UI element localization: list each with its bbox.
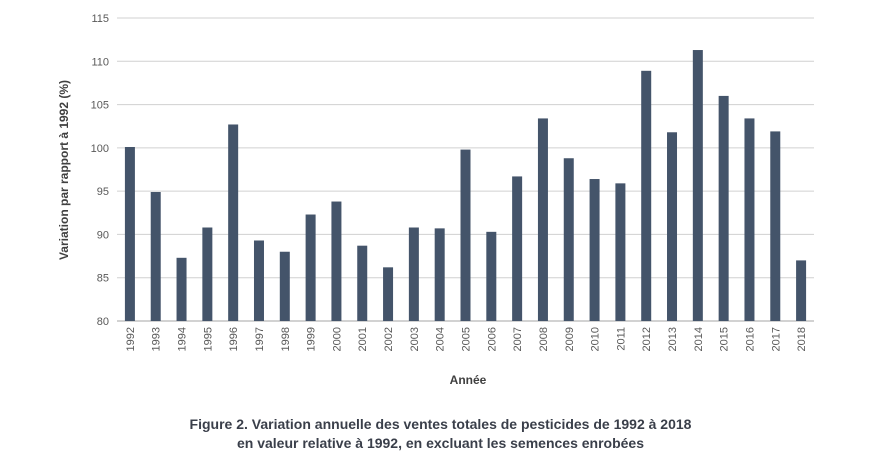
bar-2006 xyxy=(486,231,497,321)
x-tick-label: 1996 xyxy=(228,327,240,351)
x-tick-label: 2015 xyxy=(719,327,731,351)
figure-caption-line-1: Figure 2. Variation annuelle des ventes … xyxy=(189,416,692,432)
x-tick-label: 2011 xyxy=(615,327,627,351)
bar-1993 xyxy=(150,192,161,321)
bar-2002 xyxy=(383,267,394,321)
x-tick-label: 2001 xyxy=(357,327,369,351)
y-tick-label: 100 xyxy=(91,143,109,155)
bar-1997 xyxy=(253,240,264,321)
x-tick-label: 1992 xyxy=(125,327,137,351)
bar-2015 xyxy=(718,95,729,322)
x-tick-label: 2005 xyxy=(461,327,473,351)
x-tick-label: 1995 xyxy=(202,327,214,351)
bar-2007 xyxy=(512,176,523,321)
x-tick-label: 2007 xyxy=(512,327,524,351)
y-tick-label: 80 xyxy=(97,316,109,328)
x-tick-label: 2003 xyxy=(409,327,421,351)
x-tick-label: 2018 xyxy=(796,327,808,351)
x-axis-title: Année xyxy=(450,373,487,387)
bar-1999 xyxy=(305,214,316,321)
x-tick-label: 1997 xyxy=(254,327,266,351)
bar-2012 xyxy=(641,70,652,322)
x-tick-label: 1993 xyxy=(151,327,163,351)
bar-2004 xyxy=(434,228,445,321)
bar-1995 xyxy=(202,227,213,321)
x-tick-label: 2002 xyxy=(383,327,395,351)
bar-2014 xyxy=(692,50,703,321)
x-tick-label: 2008 xyxy=(538,327,550,351)
bar-1994 xyxy=(176,257,187,321)
figure-caption-line-2: en valeur relative à 1992, en excluant l… xyxy=(236,435,644,451)
x-tick-label: 2009 xyxy=(564,327,576,351)
x-tick-label: 2014 xyxy=(693,327,705,351)
x-tick-label: 2010 xyxy=(590,327,602,351)
x-tick-label: 2017 xyxy=(770,327,782,351)
x-tick-label: 2012 xyxy=(641,327,653,351)
y-tick-label: 115 xyxy=(91,13,109,25)
y-tick-label: 110 xyxy=(91,56,109,68)
bar-2008 xyxy=(537,118,548,322)
x-tick-label: 1998 xyxy=(280,327,292,351)
bar-2005 xyxy=(460,149,471,321)
bars xyxy=(124,50,807,322)
bar-2010 xyxy=(589,179,600,321)
bar-1992 xyxy=(124,146,135,321)
y-tick-label: 95 xyxy=(97,186,109,198)
x-tick-label: 2016 xyxy=(744,327,756,351)
y-tick-labels: 80 85 90 95 100 105 110 115 xyxy=(91,13,109,328)
y-axis-title: Variation par rapport à 1992 (%) xyxy=(57,80,71,260)
bar-2017 xyxy=(770,131,781,321)
x-tick-label: 1999 xyxy=(306,327,318,351)
bar-2018 xyxy=(796,260,807,321)
bar-2003 xyxy=(408,227,419,321)
bar-2001 xyxy=(357,245,368,321)
y-tick-label: 105 xyxy=(91,100,109,112)
bar-1996 xyxy=(228,124,239,322)
bar-1998 xyxy=(279,251,290,321)
bar-2013 xyxy=(667,132,678,321)
x-tick-label: 2004 xyxy=(435,327,447,351)
x-tick-labels: 1992 1993 1994 1995 1996 1997 1998 1999 2000 2001… xyxy=(125,327,808,351)
bar-2009 xyxy=(563,158,574,321)
x-tick-label: 2000 xyxy=(331,327,343,351)
x-tick-label: 2006 xyxy=(486,327,498,351)
y-tick-label: 85 xyxy=(97,273,109,285)
bar-2000 xyxy=(331,201,342,321)
bar-2011 xyxy=(615,183,626,321)
x-tick-label: 1994 xyxy=(177,327,189,351)
y-tick-label: 90 xyxy=(97,229,109,241)
x-tick-label: 2013 xyxy=(667,327,679,351)
bar-2016 xyxy=(744,118,755,322)
